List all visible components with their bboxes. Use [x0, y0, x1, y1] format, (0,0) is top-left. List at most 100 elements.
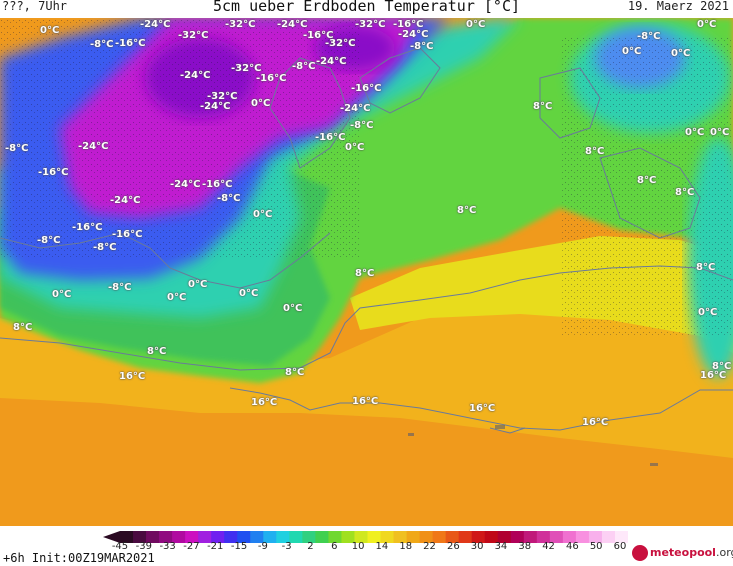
- logo-name: meteopool: [650, 546, 716, 559]
- colorbar-tick-label: 10: [351, 541, 365, 552]
- temperature-label: -32°C: [225, 19, 256, 30]
- colorbar-tick-label: 26: [446, 541, 460, 552]
- colorbar-bin: [276, 531, 290, 543]
- temperature-label: 0°C: [671, 48, 691, 59]
- temperature-label: -24°C: [180, 70, 211, 81]
- temperature-label: -24°C: [398, 29, 429, 40]
- colorbar-bin: [588, 531, 603, 543]
- temperature-label: -16°C: [315, 132, 346, 143]
- temperature-label: -16°C: [112, 229, 143, 240]
- temperature-label: -32°C: [231, 63, 262, 74]
- temperature-label: 0°C: [188, 279, 208, 290]
- temperature-label: 16°C: [119, 371, 146, 382]
- temperature-label: -32°C: [355, 19, 386, 30]
- temperature-label: 0°C: [167, 292, 187, 303]
- temperature-label: -24°C: [340, 103, 371, 114]
- temperature-label: 0°C: [251, 98, 271, 109]
- sea-mild-zone: [0, 276, 733, 458]
- colorbar-ticks: -45 -39 -33 -27 -21 -15 -9 -3 2 6 10 14 18 22 26 30 34 38…: [112, 541, 627, 553]
- temperature-label: -8°C: [108, 282, 132, 293]
- colorbar-bin: [263, 531, 277, 543]
- map-footer: -45 -39 -33 -27 -21 -15 -9 -3 2 6 10 14 18 22 26 30 34 38…: [0, 526, 733, 566]
- colorbar-bin: [484, 531, 499, 543]
- temperature-label: -24°C: [200, 101, 231, 112]
- temperature-label: 0°C: [345, 142, 365, 153]
- temperature-label: 8°C: [147, 346, 167, 357]
- temperature-label: -8°C: [90, 39, 114, 50]
- temperature-label: -16°C: [351, 83, 382, 94]
- temperature-label: 0°C: [622, 46, 642, 57]
- colorbar-bin: [380, 531, 395, 543]
- temperature-label: 0°C: [283, 303, 303, 314]
- colorbar-bin: [341, 531, 355, 543]
- colorbar-bin: [601, 531, 616, 543]
- temperature-label: -8°C: [350, 120, 374, 131]
- temperature-label: 0°C: [253, 209, 273, 220]
- colorbar-tick-label: 60: [613, 541, 627, 552]
- colorbar-bin: [328, 531, 342, 543]
- colorbar-tick-label: 2: [307, 541, 314, 552]
- colorbar-tick-label: 50: [589, 541, 603, 552]
- colorbar-bin: [250, 531, 264, 543]
- colorbar-low-end: [103, 531, 120, 543]
- colorbar-bin: [406, 531, 421, 543]
- temperature-label: 0°C: [697, 19, 717, 30]
- colorbar-tick-label: -45: [111, 541, 129, 552]
- colorbar-bin: [198, 531, 212, 543]
- colorbar-tick-label: -33: [159, 541, 176, 552]
- temperature-label: 16°C: [251, 397, 278, 408]
- temperature-label: -8°C: [410, 41, 434, 52]
- colorbar-bin: [471, 531, 486, 543]
- colorbar-tick-label: 38: [518, 541, 532, 552]
- colorbar-bin: [185, 531, 199, 543]
- temperature-label: -16°C: [72, 222, 103, 233]
- temperature-label: 8°C: [457, 205, 477, 216]
- temperature-label: -32°C: [325, 38, 356, 49]
- temperature-label: -8°C: [93, 242, 117, 253]
- temperature-label: -16°C: [303, 30, 334, 41]
- temperature-label: 8°C: [13, 322, 33, 333]
- colorbar-tick-label: -27: [183, 541, 200, 552]
- temperature-label: 0°C: [710, 127, 730, 138]
- colorbar-bin: [289, 531, 303, 543]
- meteopool-logo-mark-icon: [632, 545, 648, 561]
- temperature-label: 16°C: [700, 370, 727, 381]
- islands: [408, 425, 658, 466]
- colorbar-bin: [549, 531, 564, 543]
- temperature-label: 8°C: [285, 367, 305, 378]
- colorbar-bin: [211, 531, 225, 543]
- temperature-label: 8°C: [696, 262, 716, 273]
- temperature-label: -24°C: [170, 179, 201, 190]
- temperature-label: -8°C: [637, 31, 661, 42]
- colorbar-bin: [302, 531, 316, 543]
- run-label: ???, 7Uhr: [2, 0, 68, 13]
- colorbar-bin: [419, 531, 434, 543]
- colorbar-bin: [146, 531, 160, 543]
- colorbar-tick-label: -21: [207, 541, 224, 552]
- temperature-map: [0, 18, 733, 526]
- temperature-label: -24°C: [140, 19, 171, 30]
- temperature-label: -8°C: [37, 235, 61, 246]
- colorbar-tick-label: -9: [257, 541, 268, 552]
- temperature-label: 8°C: [533, 101, 553, 112]
- colorbar-bin: [562, 531, 577, 543]
- colorbar-bin: [172, 531, 186, 543]
- colorbar-bin: [133, 531, 147, 543]
- colorbar-tick-label: -3: [281, 541, 292, 552]
- temperature-label: 0°C: [239, 288, 259, 299]
- colorbar-bin: [445, 531, 460, 543]
- colorbar-bin: [614, 531, 628, 543]
- temperature-label: -32°C: [207, 91, 238, 102]
- colorbar-tick-label: 34: [494, 541, 508, 552]
- temperature-label: -16°C: [115, 38, 146, 49]
- temperature-label: 0°C: [466, 19, 486, 30]
- temperature-label: -16°C: [256, 73, 287, 84]
- colorbar-tick-label: -15: [230, 541, 248, 552]
- temperature-label: 0°C: [40, 25, 60, 36]
- temperature-label: -16°C: [393, 19, 424, 30]
- temperature-label: -8°C: [5, 143, 29, 154]
- colorbar-bin: [536, 531, 551, 543]
- temperature-label: 8°C: [355, 268, 375, 279]
- colorbar-tick-label: 46: [566, 541, 579, 552]
- forecast-label: +6h Init:00Z19MAR2021: [3, 551, 155, 565]
